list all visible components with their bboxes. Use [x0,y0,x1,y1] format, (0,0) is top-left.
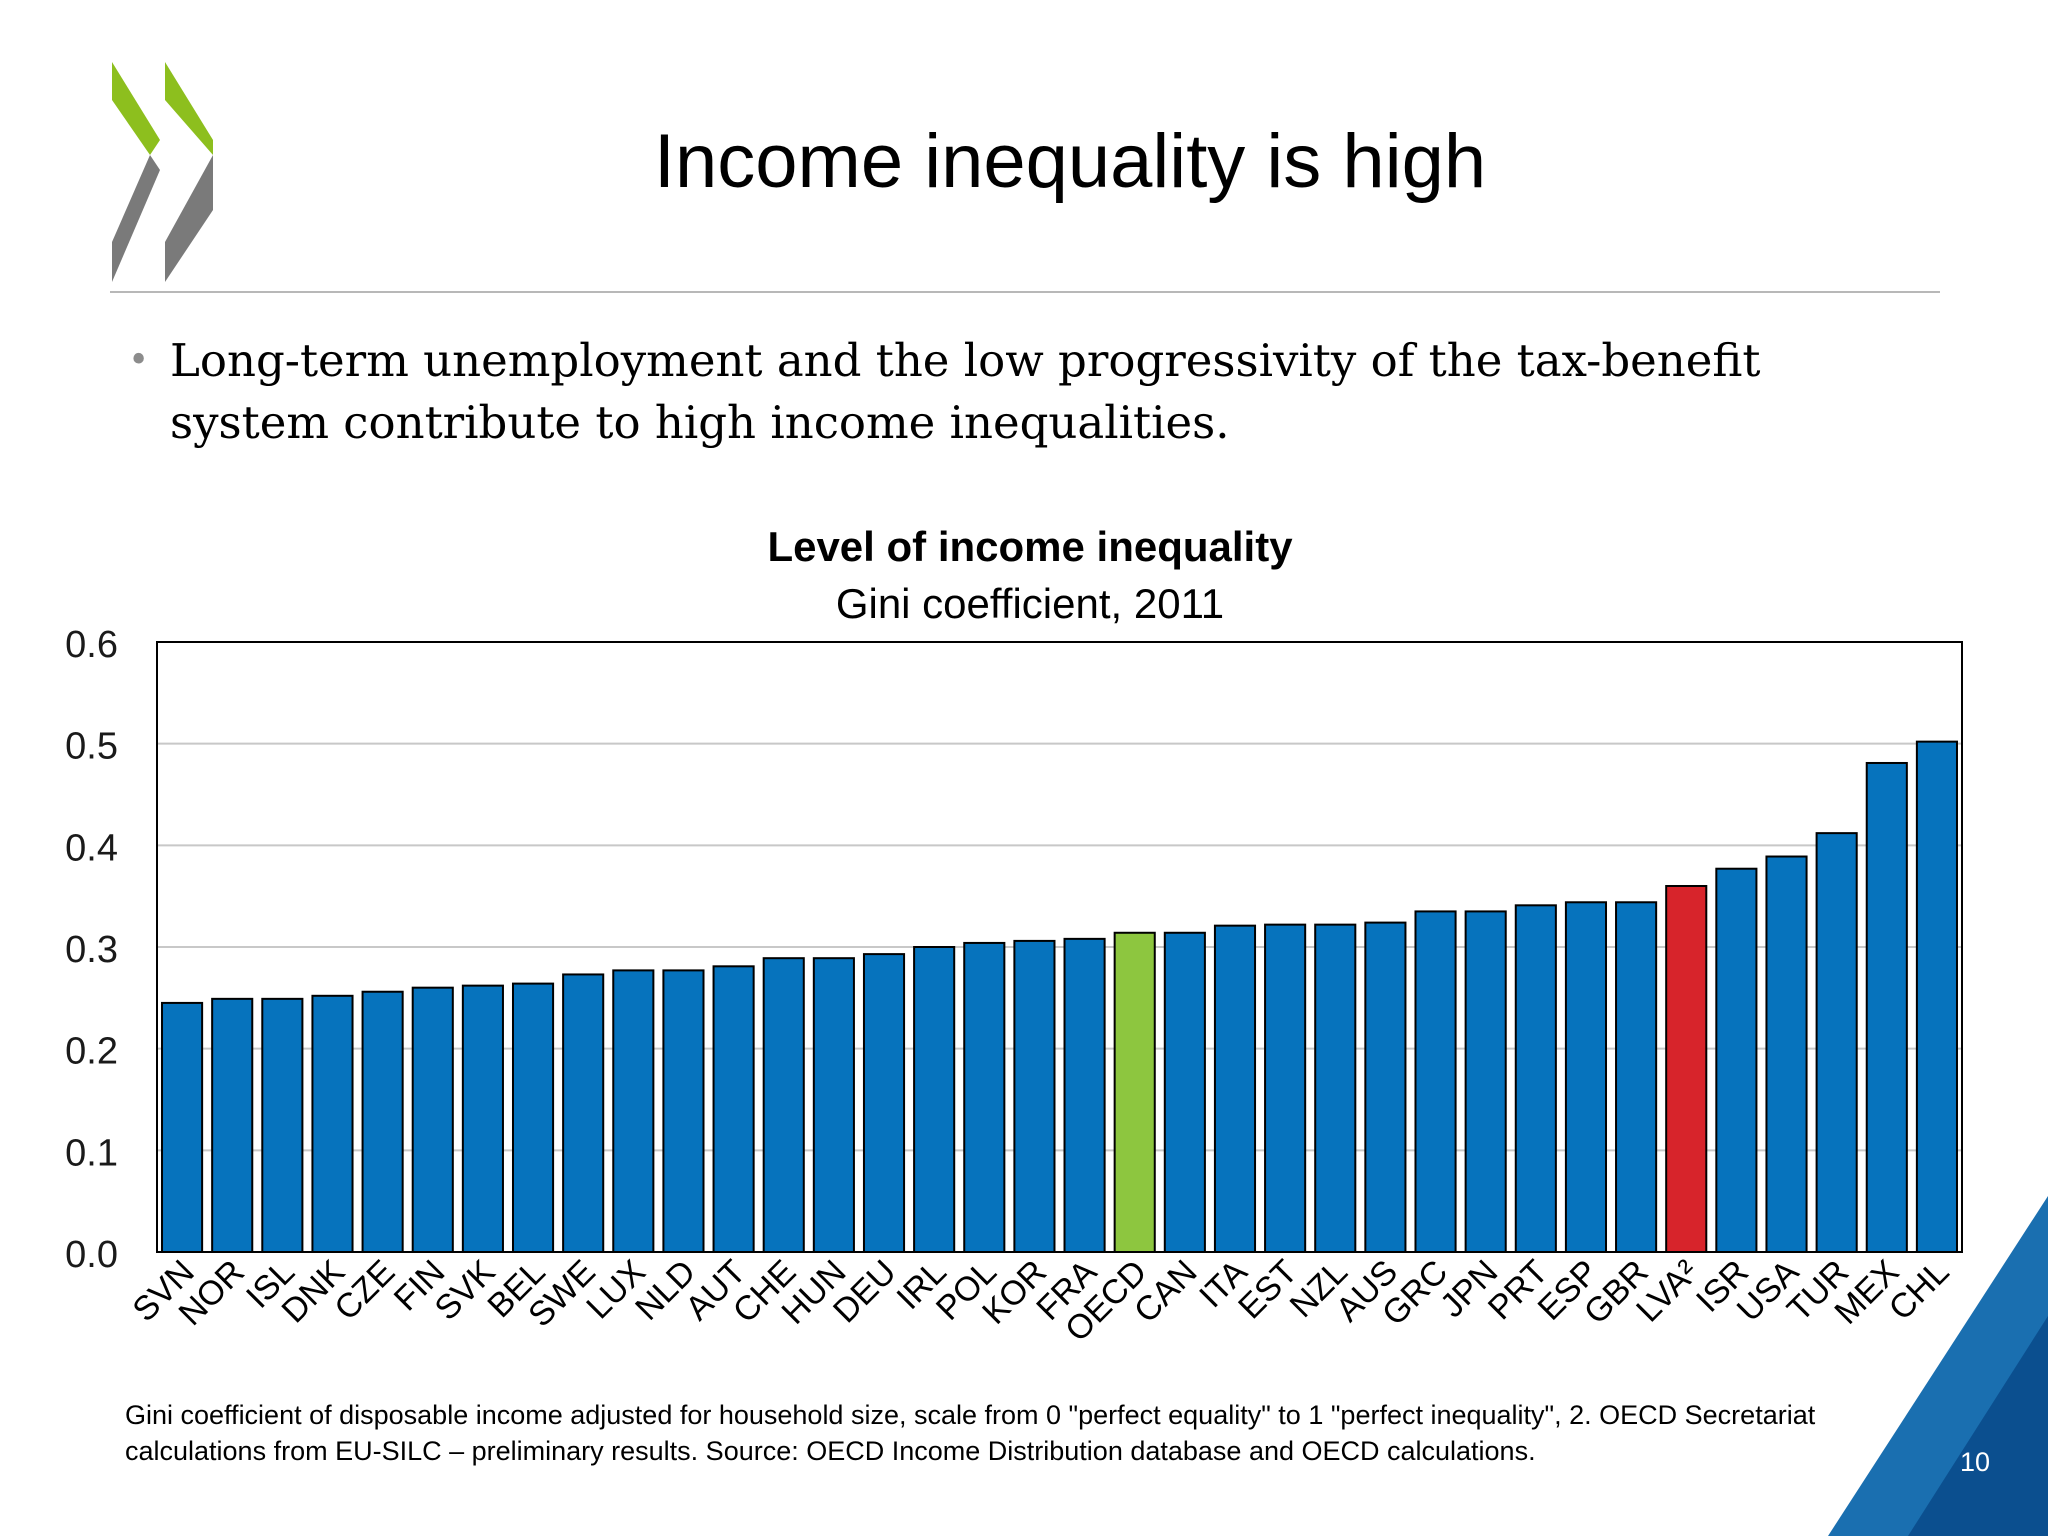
logo-chevron-grey-1 [112,155,160,282]
corner-triangle-dark [1908,1316,2048,1536]
bar-fra [1063,937,1106,1253]
bar-lux [612,969,655,1254]
bar-chl [1915,740,1958,1254]
bar-fin [411,986,454,1254]
y-tick-label: 0.1 [65,1132,118,1174]
bar-grc [1414,910,1457,1254]
y-tick-label: 0.5 [65,726,118,768]
bar-deu [862,953,906,1253]
bar-esp [1564,901,1608,1253]
chart-title: Level of income inequality [767,523,1293,570]
bar-gbr [1615,901,1658,1253]
bar-hun [812,957,855,1254]
bar-svn [161,1001,204,1254]
bar-che [762,957,805,1254]
page-number: 10 [1960,1447,1991,1477]
bar-jpn [1464,910,1507,1254]
bar-tur [1815,832,1858,1254]
bar-est [1264,923,1307,1254]
corner-decoration [1828,1196,2048,1536]
bullet-point: • Long-term unemployment and the low pro… [128,330,1928,454]
logo-chevron-green-1 [112,62,160,155]
bar-can [1163,931,1206,1253]
oecd-logo [112,62,213,282]
bar-aus [1364,921,1407,1253]
y-tick-label: 0.4 [65,827,118,869]
logo-chevron-green-2 [165,62,213,155]
bar-ita [1213,924,1257,1254]
y-tick-label: 0.6 [65,624,118,666]
bar-aut [712,965,755,1253]
chart-subtitle: Gini coefficient, 2011 [835,580,1225,627]
bar-mex [1865,761,1908,1253]
bar-nzl [1314,923,1357,1254]
bar-cze [361,990,404,1253]
y-tick-label: 0.2 [65,1031,118,1073]
bar-prt [1514,904,1557,1253]
bar-swe [562,973,605,1253]
bar-kor [1013,939,1056,1254]
bar-oecd [1113,931,1156,1253]
bullet-text: Long-term unemployment and the low progr… [170,334,1761,449]
plot-frame [156,641,1963,1253]
bar-nor [211,997,254,1253]
bar-isr [1715,867,1758,1253]
chart-footnote: Gini coefficient of disposable income ad… [125,1400,1816,1466]
bar-pol [963,941,1006,1254]
bar-dnk [311,994,354,1253]
bar-irl [913,946,956,1253]
y-tick-label: 0.0 [65,1234,118,1276]
bullet-dot-icon: • [128,340,150,381]
title-divider [110,291,1940,293]
gini-bar-chart: 0.00.10.20.30.40.50.6SVNNORISLDNKCZEFINS… [65,624,1963,1349]
bar-lva [1665,885,1708,1253]
logo-chevron-grey-2 [165,155,213,282]
bar-usa [1765,855,1808,1253]
slide-title: Income inequality is high [653,119,1487,204]
bar-nld [662,969,705,1254]
bar-bel [511,982,555,1253]
bar-svk [461,984,504,1254]
bar-isl [261,997,304,1253]
y-tick-label: 0.3 [65,929,118,971]
